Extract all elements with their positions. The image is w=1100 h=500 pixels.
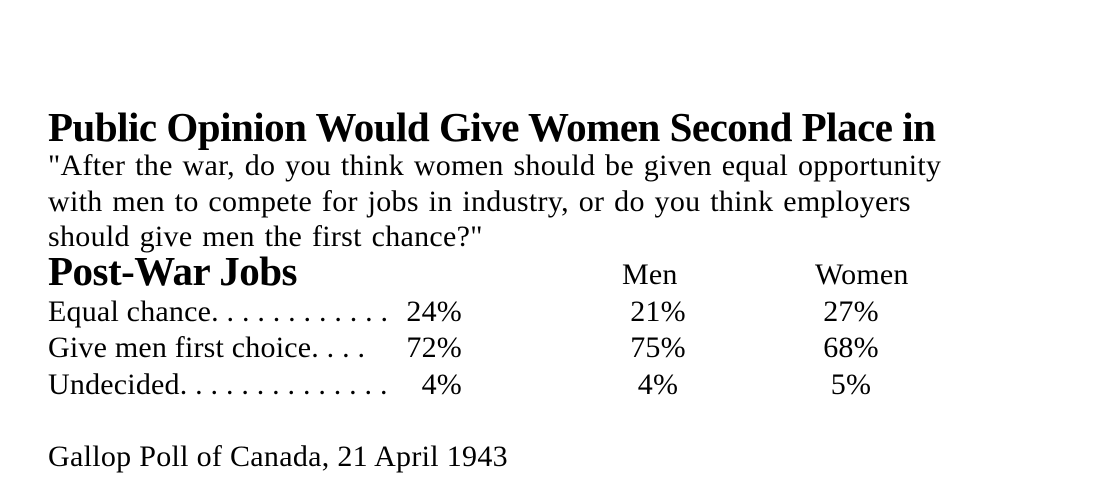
dot-leader: . . . . . . . . . . . . . . (179, 368, 388, 401)
poll-question-line-2: with men to compete for jobs in industry… (48, 184, 911, 218)
row-label-cell: Give men first choice . . . . 72% (48, 331, 462, 365)
page-title-line-2: Post-War Jobs (48, 248, 298, 294)
row-total-value: 24% (406, 295, 462, 328)
page-title: Public Opinion Would Give Women Second P… (48, 7, 1078, 391)
row-label: Equal chance (48, 295, 212, 328)
row-women-value: 68% (823, 331, 879, 364)
row-label: Give men first choice (48, 331, 312, 364)
row-women-value: 27% (823, 295, 879, 328)
poll-question-line-1: "After the war, do you think women shoul… (48, 149, 942, 182)
source-attribution: Gallop Poll of Canada, 21 April 1943 (48, 440, 508, 473)
dot-leader: . . . . . . . . . . . . (211, 295, 389, 328)
row-total-value: 4% (421, 368, 462, 401)
table-row-undecided: Undecided . . . . . . . . . . . . . . 4%… (0, 368, 1100, 404)
table-header-row: Men Women (0, 258, 1100, 294)
row-label: Undecided (48, 368, 180, 401)
row-women-value: 5% (830, 368, 872, 401)
column-header-men: Men (622, 258, 678, 291)
row-men-value: 21% (630, 295, 686, 328)
table-row-give-men-first-choice: Give men first choice . . . . 72% 75% 68… (0, 331, 1100, 367)
row-label-cell: Undecided . . . . . . . . . . . . . . 4% (48, 368, 462, 402)
dot-leader: . . . . (311, 331, 366, 364)
row-men-value: 75% (630, 331, 686, 364)
row-total-value: 72% (406, 331, 462, 364)
column-header-women: Women (815, 258, 909, 291)
row-men-value: 4% (637, 368, 679, 401)
row-label-cell: Equal chance . . . . . . . . . . . . 24% (48, 295, 462, 329)
table-row-equal-chance: Equal chance . . . . . . . . . . . . 24%… (0, 295, 1100, 331)
poll-question: "After the war, do you think women shoul… (48, 148, 1068, 255)
poll-question-line-3: should give men the first chance?" (48, 220, 483, 253)
page-title-line-1: Public Opinion Would Give Women Second P… (48, 104, 936, 150)
